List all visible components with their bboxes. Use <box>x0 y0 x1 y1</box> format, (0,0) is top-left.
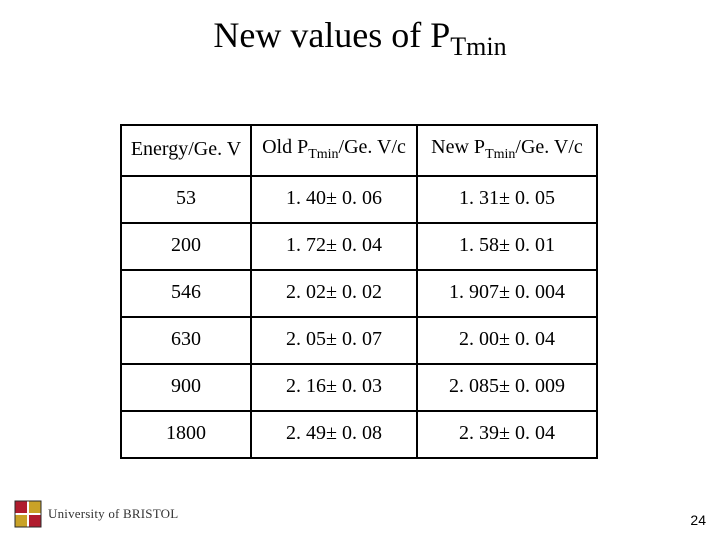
col-header-subscript: Tmin <box>308 147 338 162</box>
cell-old: 2. 05± 0. 07 <box>251 317 417 364</box>
col-header-prefix: Old P <box>262 136 308 158</box>
col-header-new-ptmin: New PTmin/Ge. V/c <box>417 125 597 176</box>
cell-energy: 546 <box>121 270 251 317</box>
cell-new: 1. 31± 0. 05 <box>417 176 597 223</box>
cell-old: 1. 40± 0. 06 <box>251 176 417 223</box>
table-body: 53 1. 40± 0. 06 1. 31± 0. 05 200 1. 72± … <box>121 176 597 458</box>
col-header-prefix: New P <box>431 136 485 158</box>
cell-old: 2. 02± 0. 02 <box>251 270 417 317</box>
col-header-suffix: /Ge. V/c <box>515 136 582 158</box>
cell-new: 2. 085± 0. 009 <box>417 364 597 411</box>
cell-new: 1. 58± 0. 01 <box>417 223 597 270</box>
table-row: 1800 2. 49± 0. 08 2. 39± 0. 04 <box>121 411 597 458</box>
cell-energy: 630 <box>121 317 251 364</box>
cell-energy: 900 <box>121 364 251 411</box>
page-title: New values of PTmin <box>0 14 720 62</box>
col-header-prefix: Energy/Ge. V <box>131 138 241 160</box>
table-row: 200 1. 72± 0. 04 1. 58± 0. 01 <box>121 223 597 270</box>
university-logo: University of BRISTOL <box>14 500 178 528</box>
title-subscript: Tmin <box>450 32 506 61</box>
cell-old: 2. 16± 0. 03 <box>251 364 417 411</box>
ptmin-table: Energy/Ge. V Old PTmin/Ge. V/c New PTmin… <box>120 124 598 459</box>
cell-old: 1. 72± 0. 04 <box>251 223 417 270</box>
col-header-subscript: Tmin <box>485 147 515 162</box>
crest-icon <box>14 500 42 528</box>
cell-new: 2. 00± 0. 04 <box>417 317 597 364</box>
table-row: 53 1. 40± 0. 06 1. 31± 0. 05 <box>121 176 597 223</box>
table-row: 630 2. 05± 0. 07 2. 00± 0. 04 <box>121 317 597 364</box>
table-header-row: Energy/Ge. V Old PTmin/Ge. V/c New PTmin… <box>121 125 597 176</box>
table-row: 900 2. 16± 0. 03 2. 085± 0. 009 <box>121 364 597 411</box>
cell-energy: 200 <box>121 223 251 270</box>
cell-new: 1. 907± 0. 004 <box>417 270 597 317</box>
cell-energy: 1800 <box>121 411 251 458</box>
cell-energy: 53 <box>121 176 251 223</box>
page-number: 24 <box>690 512 706 528</box>
table-row: 546 2. 02± 0. 02 1. 907± 0. 004 <box>121 270 597 317</box>
cell-new: 2. 39± 0. 04 <box>417 411 597 458</box>
ptmin-table-wrap: Energy/Ge. V Old PTmin/Ge. V/c New PTmin… <box>120 124 596 459</box>
title-prefix: New values of P <box>213 15 450 55</box>
col-header-old-ptmin: Old PTmin/Ge. V/c <box>251 125 417 176</box>
slide: New values of PTmin Energy/Ge. V Old PTm… <box>0 0 720 540</box>
col-header-energy: Energy/Ge. V <box>121 125 251 176</box>
university-name: University of BRISTOL <box>48 506 178 522</box>
col-header-suffix: /Ge. V/c <box>339 136 406 158</box>
cell-old: 2. 49± 0. 08 <box>251 411 417 458</box>
